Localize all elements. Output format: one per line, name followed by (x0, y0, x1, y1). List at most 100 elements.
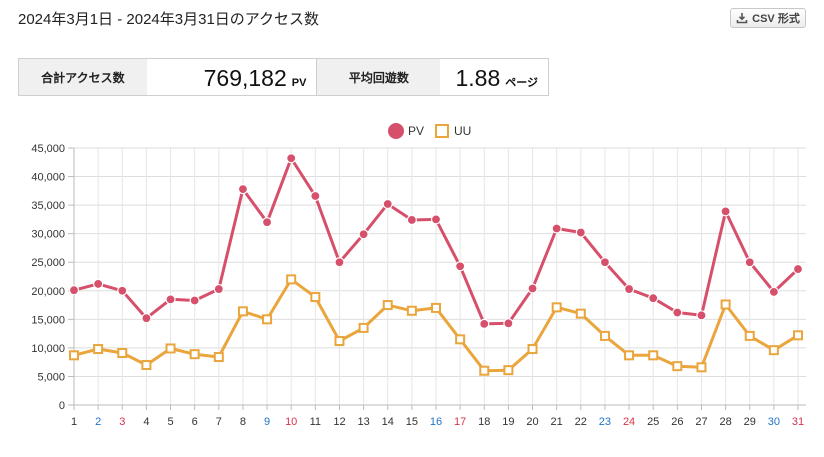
x-tick-label: 5 (167, 416, 173, 428)
x-tick-label: 28 (719, 416, 731, 428)
data-point-uu (551, 302, 562, 313)
data-point-pv (213, 283, 224, 295)
x-tick-label: 6 (192, 416, 198, 428)
data-point-uu (310, 292, 321, 303)
y-tick-label: 35,000 (31, 200, 65, 212)
y-tick-label: 0 (59, 400, 65, 412)
data-point-pv (382, 198, 393, 210)
data-point-uu (720, 299, 731, 310)
data-point-pv (286, 153, 297, 164)
x-tick-label: 11 (310, 416, 321, 428)
y-tick-label: 25,000 (31, 257, 65, 269)
x-tick-label: 24 (623, 416, 635, 428)
total-access-value: 769,182 PV (147, 59, 317, 95)
csv-export-button[interactable]: CSV 形式 (730, 8, 806, 28)
y-tick-label: 5,000 (37, 371, 65, 383)
data-point-uu (286, 274, 297, 285)
data-point-uu (358, 322, 369, 333)
download-icon (736, 13, 748, 24)
x-tick-label: 15 (406, 416, 418, 428)
data-point-pv (768, 286, 779, 298)
data-point-uu (141, 360, 152, 371)
data-point-pv (551, 223, 562, 234)
data-point-uu (503, 365, 514, 376)
data-point-uu (189, 349, 200, 360)
x-tick-label: 19 (502, 416, 514, 428)
x-tick-label: 2 (95, 416, 101, 428)
data-point-uu (93, 344, 104, 355)
legend-label-uu: UU (454, 124, 471, 138)
data-point-uu (479, 365, 490, 376)
data-point-pv (672, 307, 683, 318)
data-point-uu (455, 334, 466, 345)
avg-pages-value: 1.88 ページ (440, 59, 548, 95)
data-point-pv (575, 227, 586, 238)
x-tick-label: 23 (599, 416, 611, 428)
x-tick-label: 3 (119, 416, 125, 428)
x-tick-label: 22 (575, 416, 587, 428)
data-point-uu (69, 350, 79, 361)
data-point-pv (334, 257, 345, 268)
y-tick-label: 10,000 (31, 343, 65, 355)
x-tick-label: 4 (143, 416, 149, 428)
total-access-label: 合計アクセス数 (19, 59, 147, 95)
y-tick-label: 30,000 (31, 229, 65, 241)
data-point-uu (406, 305, 417, 316)
data-point-pv (406, 214, 417, 226)
x-tick-label: 31 (792, 416, 804, 428)
csv-button-label: CSV 形式 (752, 13, 800, 25)
x-tick-label: 21 (551, 416, 563, 428)
x-tick-label: 13 (357, 416, 369, 428)
data-point-uu (744, 330, 755, 341)
x-tick-label: 1 (71, 416, 77, 428)
legend-marker-uu (435, 124, 449, 138)
data-point-pv (430, 214, 442, 225)
avg-pages-label: 平均回遊数 (316, 59, 441, 95)
y-tick-label: 20,000 (31, 286, 65, 298)
data-point-uu (768, 345, 779, 356)
data-point-uu (382, 300, 393, 311)
data-point-uu (575, 308, 586, 319)
data-point-uu (237, 306, 248, 317)
data-point-uu (793, 330, 803, 341)
data-point-pv (68, 285, 80, 296)
data-point-pv (93, 278, 104, 290)
y-tick-label: 40,000 (31, 172, 65, 184)
data-point-pv (455, 261, 466, 272)
data-point-pv (261, 217, 273, 228)
data-point-uu (117, 348, 128, 359)
x-tick-label: 8 (240, 416, 246, 428)
y-tick-label: 15,000 (31, 314, 65, 326)
data-point-uu (599, 330, 610, 341)
legend-label-pv: PV (408, 124, 424, 138)
x-tick-label: 30 (768, 416, 780, 428)
data-point-pv (479, 318, 490, 330)
avg-pages-number: 1.88 (455, 65, 501, 91)
data-point-pv (527, 283, 538, 294)
data-point-uu (262, 314, 273, 325)
legend-marker-pv (388, 123, 404, 139)
data-point-pv (189, 295, 200, 306)
data-point-pv (648, 293, 659, 304)
access-line-chart: 4 5,000 40,000 35,000 30,000 25,000 20,000 15,0… (31, 123, 806, 428)
data-point-pv (696, 310, 707, 321)
data-point-uu (648, 350, 659, 361)
x-tick-label: 7 (216, 416, 222, 428)
data-point-uu (431, 302, 441, 313)
avg-pages-unit: ページ (505, 77, 539, 89)
x-tick-label: 17 (454, 416, 466, 428)
page-title: 2024年3月1日 - 2024年3月31日のアクセス数 (18, 11, 320, 28)
data-point-pv (720, 206, 731, 217)
data-point-pv (599, 257, 611, 268)
x-tick-label: 27 (695, 416, 707, 428)
data-point-pv (141, 313, 152, 324)
data-point-uu (624, 350, 635, 361)
total-access-unit: PV (291, 77, 307, 89)
x-tick-label: 25 (647, 416, 659, 428)
total-access-number: 769,182 (203, 65, 287, 91)
x-tick-label: 29 (744, 416, 756, 428)
x-tick-label: 12 (333, 416, 345, 428)
data-point-uu (213, 352, 224, 363)
data-point-pv (117, 285, 128, 296)
x-tick-label: 16 (430, 416, 442, 428)
